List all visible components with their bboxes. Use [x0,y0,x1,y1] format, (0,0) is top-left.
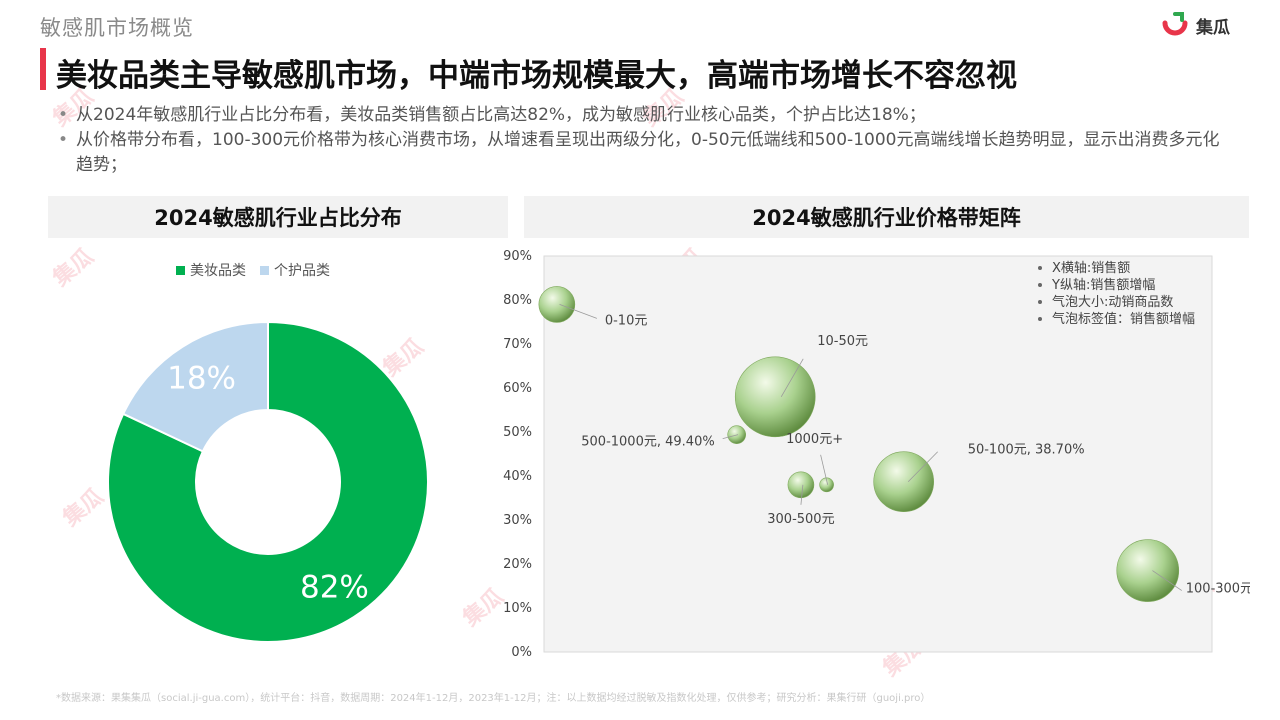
bubble-data-label: 300-500元 [767,512,834,527]
y-tick-label: 80% [503,293,532,308]
y-tick-label: 50% [503,425,532,440]
watermark: 集瓜 [45,240,99,293]
bubble-leader-line [1152,570,1182,591]
bullet-item: 从价格带分布看，100-300元价格带为核心消费市场，从增速看呈现出两级分化，0… [58,128,1228,178]
logo-icon [1162,12,1188,36]
y-tick-label: 90% [503,249,532,264]
matrix-legend-note: Y纵轴:销售额增幅 [1051,277,1155,293]
source-footnote: *数据来源：果集集瓜（social.ji-gua.com），统计平台：抖音，数据… [56,693,931,704]
matrix-legend-note: 气泡标签值：销售额增幅 [1052,311,1195,327]
plot-area [543,255,1213,653]
bullet-item: 从2024年敏感肌行业占比分布看，美妆品类销售额占比高达82%，成为敏感肌行业核… [58,103,1228,128]
watermark-text: 集瓜 [48,244,99,292]
bubble-leader-line [780,358,804,398]
legend-bullet [1038,317,1042,321]
bubble-data-label: 100-300元 [1186,582,1250,597]
y-tick-label: 60% [503,381,532,396]
bubble-data-label: 50-100元, 38.70% [968,443,1085,458]
bubble-point [787,471,815,499]
title-accent-bar [40,48,46,90]
bubble-leader-line [722,434,739,440]
matrix-chart-header: 2024敏感肌行业价格带矩阵 [524,196,1249,238]
matrix-chart-title: 2024敏感肌行业价格带矩阵 [752,206,1021,230]
bubble-chart: 0% 10% 20% 30% 40% 50% 60% 70% 80% 90% 0-10元 10-50元… [503,249,1250,660]
bubble-data-label: 10-50元 [817,334,868,349]
y-tick-label: 30% [503,513,532,528]
y-tick-label: 20% [503,557,532,572]
pie-data-label: 82% [300,570,369,606]
bubble-data-label: 0-10元 [605,313,648,328]
summary-bullets: 从2024年敏感肌行业占比分布看，美妆品类销售额占比高达82%，成为敏感肌行业核… [58,103,1228,178]
bubble-leader-line [820,454,829,485]
bubble-point [819,477,834,493]
legend-bullet [1038,266,1042,270]
legend-bullet [1038,300,1042,304]
matrix-legend-note: X横轴:销售额 [1052,260,1130,276]
legend-label-personal: 个护品类 [274,263,330,279]
logo-text: 集瓜 [1196,17,1230,38]
y-tick-label: 0% [511,645,532,660]
bubble-leader-line [800,484,804,505]
share-chart-title: 2024敏感肌行业占比分布 [154,206,402,230]
pie-data-label: 18% [167,360,236,396]
bubble-point [1116,539,1180,602]
share-chart-header: 2024敏感肌行业占比分布 [48,196,508,238]
section-title: 敏感肌市场概览 [40,16,194,40]
legend-swatch-personal [260,265,269,275]
y-tick-label: 40% [503,469,532,484]
y-tick-label: 70% [503,337,532,352]
page-title: 美妆品类主导敏感肌市场，中端市场规模最大，高端市场增长不容忽视 [56,58,1017,94]
legend-label-beauty: 美妆品类 [190,263,246,279]
bubble-data-label: 500-1000元, 49.40% [581,435,714,450]
pie-slice [107,320,429,643]
share-chart-legend: 美妆品类 个护品类 [176,260,330,280]
donut-chart: 82% 18% [107,320,429,643]
legend-bullet [1038,283,1042,287]
bubble-data-label: 1000元+ [786,432,843,447]
legend-item-beauty: 美妆品类 [176,260,246,280]
bubble-point [734,356,816,438]
y-tick-label: 10% [503,601,532,616]
brand-logo: 集瓜 [1160,10,1230,40]
legend-swatch-beauty [176,265,185,275]
bubble-leader-line [907,451,938,483]
pie-slice [121,320,269,453]
legend-item-personal: 个护品类 [260,260,330,280]
bubble-point [873,451,934,513]
matrix-legend-note: 气泡大小:动销商品数 [1052,294,1173,310]
bubble-leader-line [559,304,597,319]
bubble-point [538,286,576,323]
